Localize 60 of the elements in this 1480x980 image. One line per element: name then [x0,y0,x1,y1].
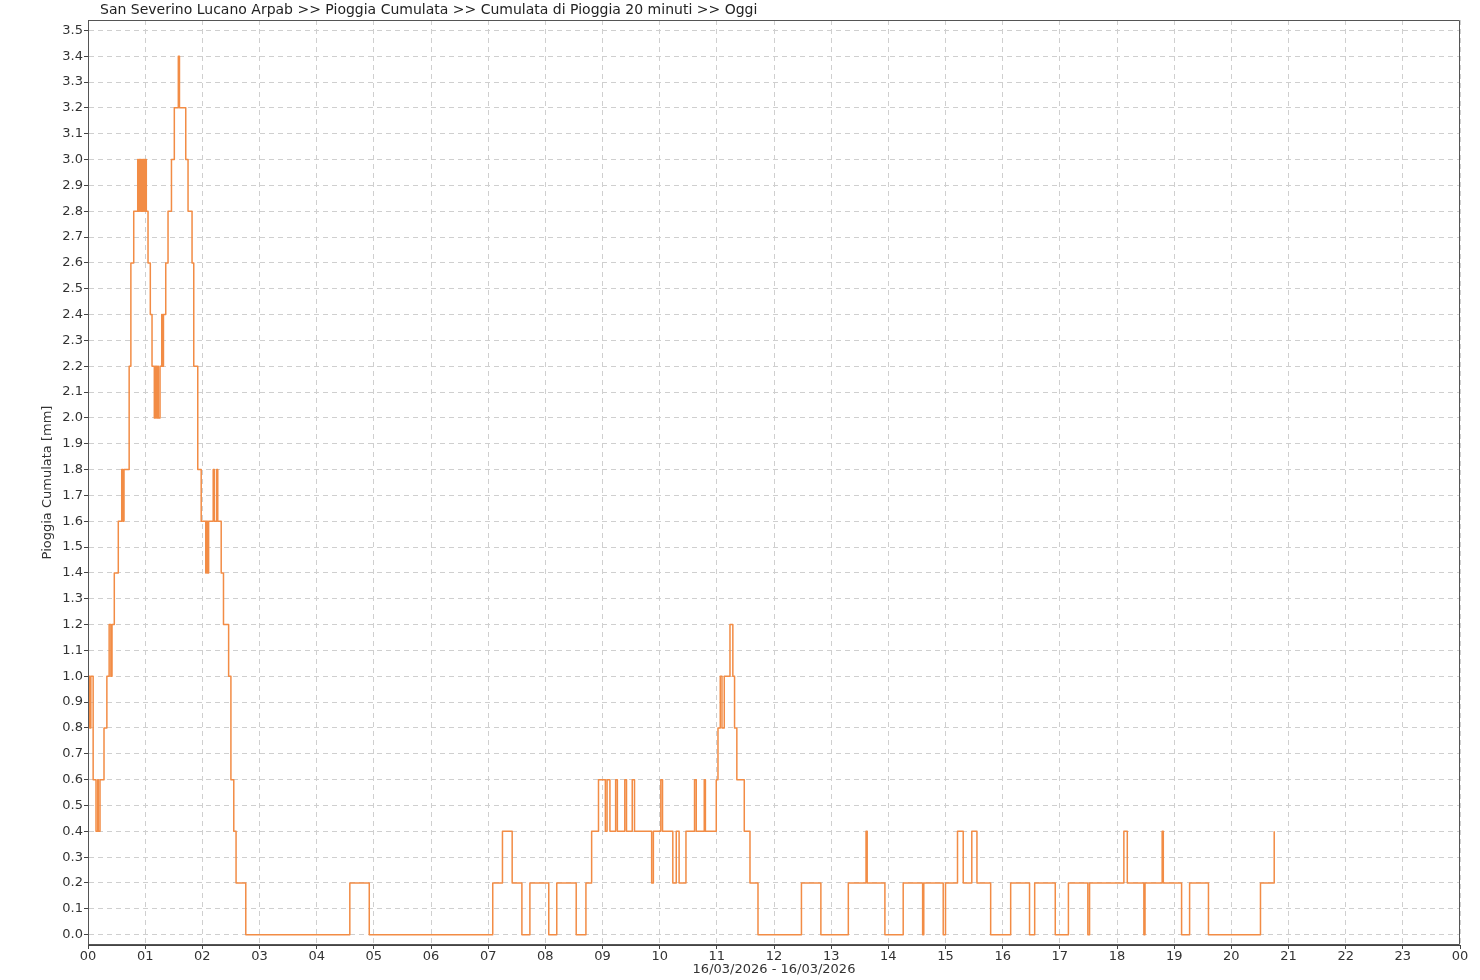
y-tick-label: 3.1 [62,125,83,141]
x-tick-label: 01 [136,948,154,964]
y-tick-label: 3.3 [62,73,83,89]
y-tick-label: 2.9 [62,176,83,192]
y-tick-label: 0.4 [62,822,83,838]
y-tick-label: 1.6 [62,512,83,528]
y-tick-label: 1.7 [62,486,83,502]
y-tick-label: 1.9 [62,435,83,451]
y-tick-label: 0.0 [62,926,83,942]
x-tick-label: 20 [1223,948,1240,964]
x-tick-label: 21 [1280,948,1297,964]
y-tick-label: 0.8 [62,719,83,735]
x-tick-label: 05 [365,948,383,964]
x-tick-label: 08 [537,948,554,964]
y-axis-title: Pioggia Cumulata [mm] [39,405,55,560]
y-tick-label: 1.2 [62,615,83,631]
y-tick-label: 0.5 [62,796,83,812]
y-tick-label: 0.2 [62,874,83,890]
y-tick-label: 1.3 [62,590,83,606]
y-tick-label: 2.2 [62,357,83,373]
y-tick-label: 0.3 [62,848,83,864]
x-tick-label: 04 [308,948,325,964]
x-tick-label: 18 [1108,948,1126,964]
y-tick-label: 3.2 [62,99,83,115]
x-tick-label: 00 [1451,948,1469,964]
y-tick-label: 2.7 [62,228,83,244]
x-tick-label: 16 [994,948,1011,964]
x-tick-label: 17 [1051,948,1069,964]
x-tick-label: 02 [194,948,211,964]
y-tick-label: 0.9 [62,693,83,709]
x-tick-label: 09 [594,948,611,964]
x-tick-label: 23 [1394,948,1412,964]
y-tick-label: 1.0 [62,667,83,683]
y-tick-label: 0.1 [62,900,83,916]
y-tick-label: 2.8 [62,202,83,218]
y-tick-label: 1.5 [62,538,83,554]
y-tick-label: 0.7 [62,745,83,761]
x-tick-label: 07 [479,948,497,964]
x-tick-label: 00 [79,948,97,964]
x-tick-label: 19 [1165,948,1183,964]
x-tick-label: 03 [251,948,268,964]
y-tick-label: 2.1 [62,383,83,399]
x-tick-label: 22 [1337,948,1354,964]
y-tick-label: 3.4 [62,47,83,63]
x-tick-label: 06 [422,948,440,964]
x-tick-label: 15 [937,948,954,964]
y-tick-label: 1.8 [62,460,83,476]
chart-title: San Severino Lucano Arpab >> Pioggia Cumulata >> Cumulata di Pioggia 20 minuti >> Oggi [100,0,758,19]
y-tick-label: 2.0 [62,409,83,425]
x-tick-label: 14 [880,948,897,964]
y-tick-label: 1.4 [62,564,83,580]
y-tick-label: 2.6 [62,254,83,270]
y-tick-label: 3.5 [62,21,83,37]
x-tick-label: 10 [651,948,668,964]
y-tick-label: 0.6 [62,771,83,787]
y-tick-label: 2.3 [62,331,83,347]
y-tick-label: 3.0 [62,150,83,166]
y-tick-label: 2.4 [62,305,83,321]
y-tick-label: 2.5 [62,280,83,296]
y-tick-label: 1.1 [62,641,83,657]
